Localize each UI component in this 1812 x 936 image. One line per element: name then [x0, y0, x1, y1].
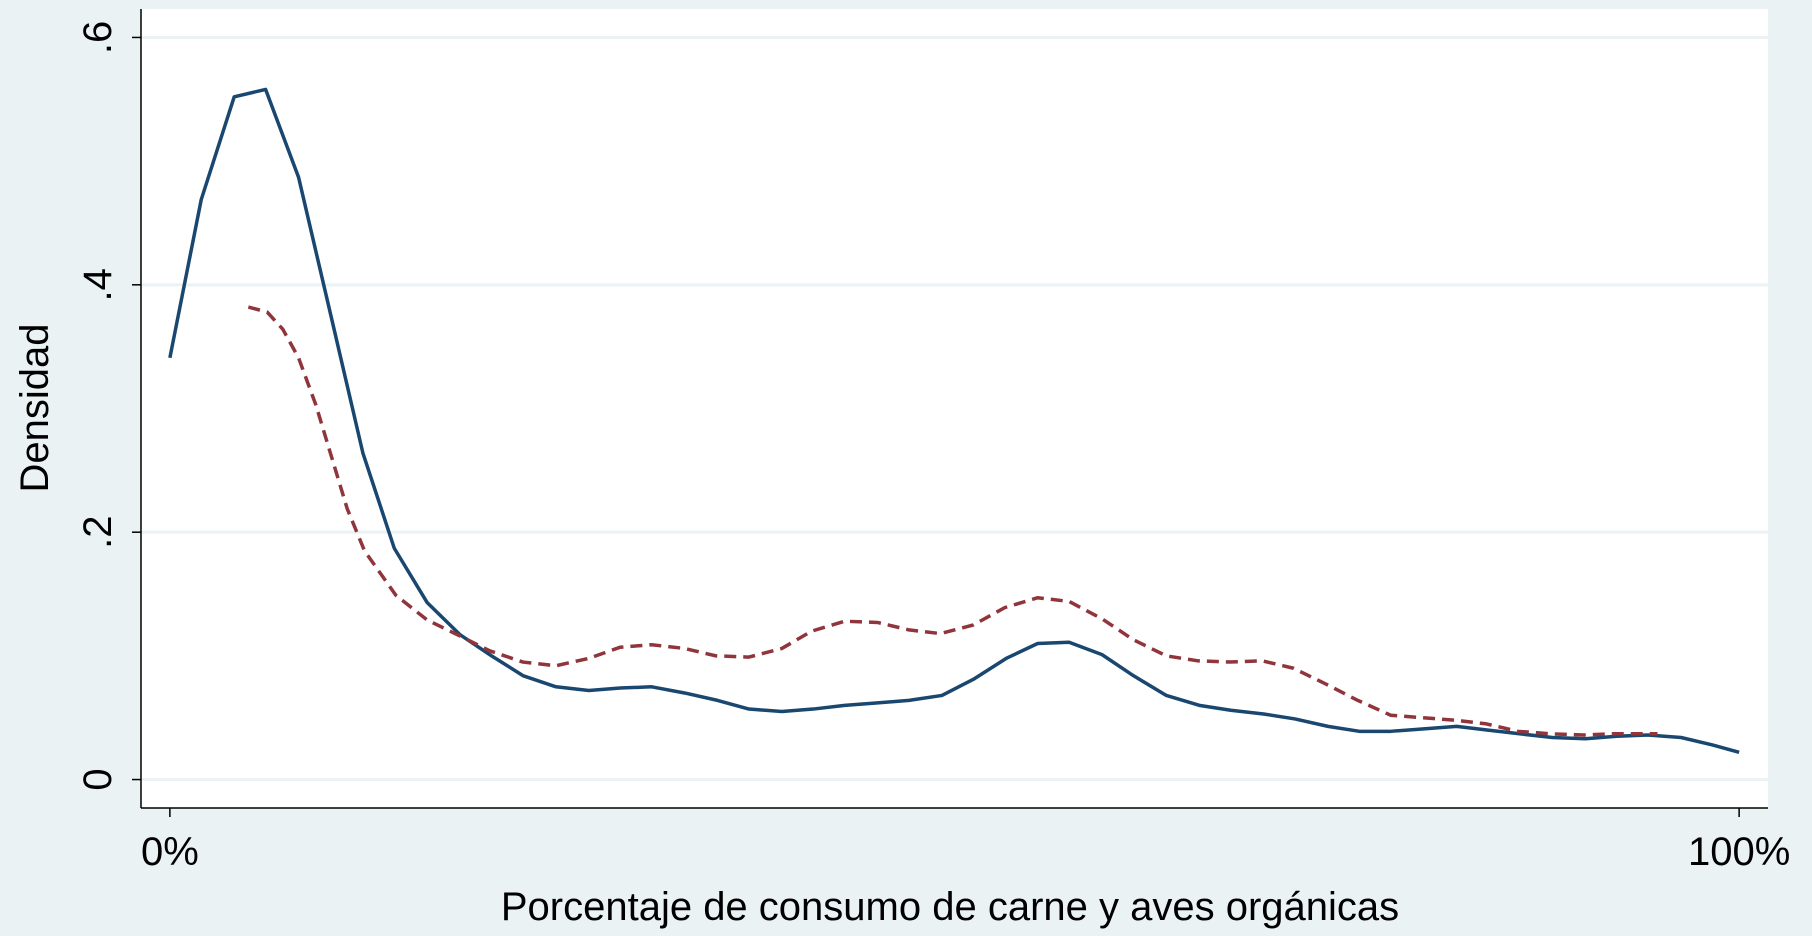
density-line — [247, 305, 1658, 737]
x-axis-label: Porcentaje de consumo de carne y aves or… — [501, 885, 1399, 929]
y-axis-label: Densidad — [13, 323, 57, 492]
y-tick-label: 0 — [76, 768, 120, 790]
x-tick-label: 100% — [1688, 830, 1790, 874]
x-tick-label: 0% — [141, 830, 199, 874]
density-line — [168, 87, 1740, 755]
y-tick-label: .4 — [76, 268, 120, 301]
y-tick-label: .2 — [76, 516, 120, 549]
y-tick-label: .6 — [76, 21, 120, 54]
plot-area — [141, 9, 1768, 808]
